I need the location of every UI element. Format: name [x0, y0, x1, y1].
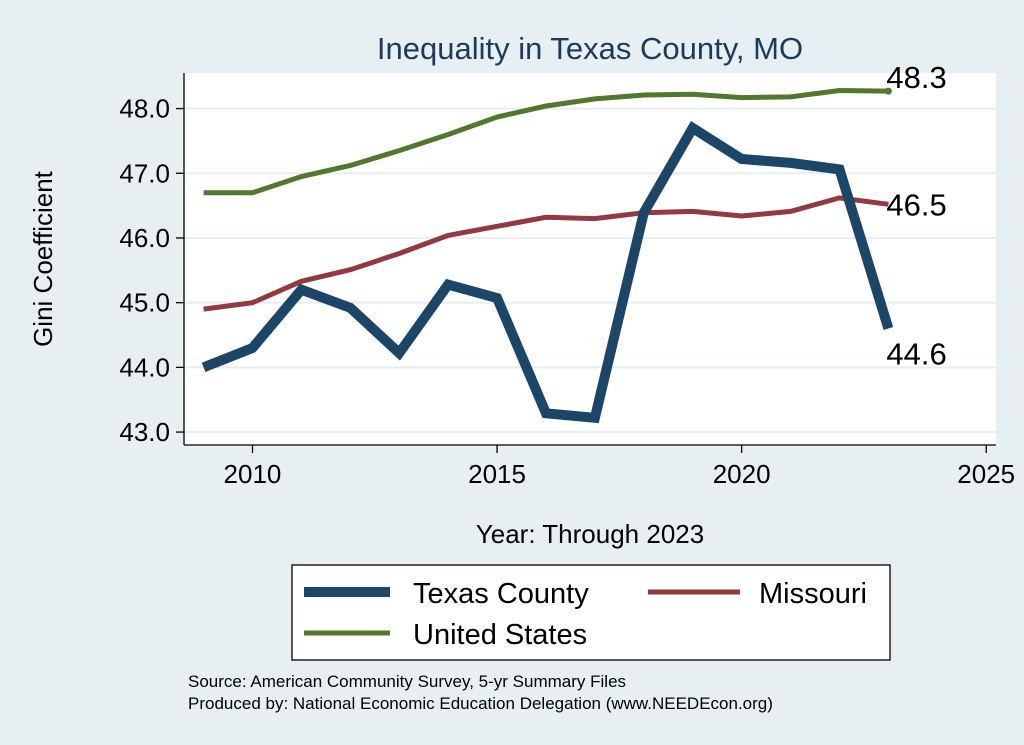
legend-label-united-states: United States — [413, 619, 587, 651]
end-label-united-states: 48.3 — [886, 60, 946, 95]
gridlines — [184, 107, 996, 434]
y-tick-label: 45.0 — [119, 288, 170, 318]
end-label-missouri: 46.5 — [886, 187, 946, 222]
y-tick-label: 48.0 — [119, 94, 170, 124]
y-tick-label: 43.0 — [119, 417, 170, 447]
chart-title: Inequality in Texas County, MO — [377, 31, 803, 66]
x-tick-label: 2015 — [468, 459, 526, 489]
y-tick-label: 47.0 — [119, 158, 170, 188]
x-axis-title: Year: Through 2023 — [476, 519, 704, 549]
producer-note: Produced by: National Economic Education… — [188, 694, 773, 713]
source-note: Source: American Community Survey, 5-yr … — [188, 672, 626, 691]
y-tick-label: 46.0 — [119, 223, 170, 253]
series-line-texas-county — [201, 120, 894, 424]
axes: 43.0 44.0 45.0 46.0 47.0 48.0 2010 2015 2020 2025 — [119, 73, 1015, 489]
legend-box — [291, 564, 891, 661]
series-lines — [201, 87, 894, 424]
x-tick-label: 2025 — [957, 459, 1015, 489]
plot-area — [184, 73, 996, 445]
series-line-united-states — [203, 87, 889, 196]
legend: Texas County Missouri United States — [291, 564, 891, 661]
legend-label-texas-county: Texas County — [413, 578, 589, 610]
end-marker-united-states — [884, 87, 892, 95]
legend-label-missouri: Missouri — [759, 578, 867, 610]
series-line-missouri — [203, 195, 889, 312]
x-tick-label: 2020 — [713, 459, 771, 489]
end-labels: 44.6 46.5 48.3 — [886, 60, 946, 371]
y-axis-title: Gini Coefficient — [28, 170, 58, 347]
x-tick-label: 2010 — [224, 459, 282, 489]
end-label-texas-county: 44.6 — [886, 337, 946, 372]
y-tick-label: 44.0 — [119, 352, 170, 382]
